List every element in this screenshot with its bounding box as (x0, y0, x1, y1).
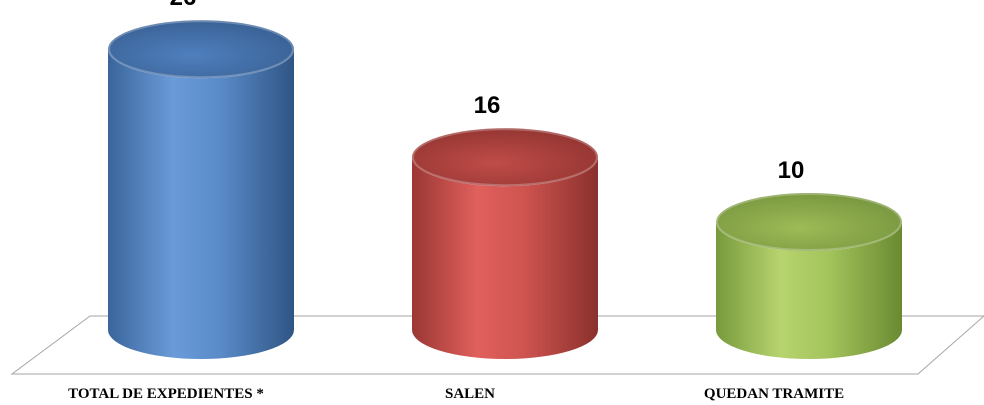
category-label: TOTAL DE EXPEDIENTES * (68, 386, 264, 402)
category-label: QUEDAN TRAMITE (704, 386, 844, 402)
bar-body (716, 222, 902, 359)
bar-1 (108, 20, 294, 359)
bars-layer (108, 20, 902, 359)
bar-top-rim (716, 193, 902, 251)
labels-layer: 26 TOTAL DE EXPEDIENTES * 16 SALEN 10 QUEDAN … (68, 0, 844, 402)
category-label: SALEN (445, 386, 495, 402)
bar-2 (412, 128, 598, 359)
bar-3 (716, 193, 902, 359)
bar-top (108, 20, 294, 79)
data-label: 26 (170, 0, 197, 11)
data-label: 10 (778, 157, 805, 184)
bar-top (716, 193, 902, 251)
data-label: 16 (474, 92, 501, 119)
bar-top-rim (412, 128, 598, 187)
bar-body (412, 157, 598, 359)
bar-top-rim (108, 20, 294, 79)
chart-floor (10, 315, 984, 375)
bar-body (108, 49, 294, 359)
bar-top (412, 128, 598, 187)
